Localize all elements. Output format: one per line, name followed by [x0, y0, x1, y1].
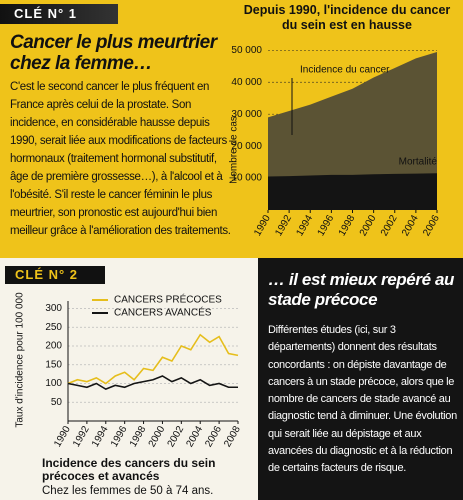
- series-label: Mortalité: [399, 157, 438, 168]
- x-tick-label: 2008: [222, 424, 243, 449]
- chart-title: Incidence des cancers du sein précoces e…: [42, 456, 216, 483]
- chart-panel: [0, 258, 258, 500]
- chart-subtitle: Chez les femmes de 50 à 74 ans.: [42, 485, 214, 497]
- legend-label: CANCERS PRÉCOCES: [114, 293, 222, 306]
- y-axis-label: Taux d'incidence pour 100 000: [15, 292, 26, 428]
- x-tick-label: 1994: [294, 213, 315, 238]
- x-tick-label: 1994: [90, 424, 111, 449]
- x-tick-label: 1990: [252, 213, 273, 238]
- text-panel: [258, 258, 463, 500]
- x-tick-label: 2002: [379, 213, 400, 238]
- x-tick-label: 2000: [358, 213, 379, 238]
- y-tick-label: 100: [45, 378, 62, 389]
- area: [268, 173, 437, 210]
- line: [67, 333, 239, 385]
- x-tick-label: 2004: [400, 213, 421, 238]
- area: [268, 51, 437, 210]
- x-tick-label: 1996: [316, 213, 337, 238]
- x-tick-label: 1998: [337, 213, 358, 238]
- x-tick-label: 2006: [421, 213, 442, 238]
- y-tick-label: 50: [51, 397, 63, 408]
- x-tick-label: 1992: [71, 424, 92, 449]
- line: [67, 375, 238, 391]
- y-tick-label: 200: [45, 341, 62, 352]
- y-tick-label: 20 000: [231, 141, 262, 152]
- heading: … il est mieux repéré au stade précoce: [268, 270, 454, 309]
- legend-label: CANCERS AVANCÉS: [114, 306, 212, 319]
- x-tick-label: 1996: [109, 424, 130, 449]
- y-tick-label: 150: [45, 359, 62, 370]
- series-label: Incidence du cancer: [300, 65, 390, 76]
- chart-title: Depuis 1990, l'incidence du cancer du se…: [243, 3, 451, 32]
- x-tick-label: 1998: [128, 424, 149, 449]
- x-tick-label: 2004: [184, 424, 205, 449]
- key-label: CLÉ N° 2: [5, 266, 105, 284]
- x-tick-label: 2002: [166, 424, 187, 449]
- y-tick-label: 10 000: [231, 173, 262, 184]
- y-tick-label: 300: [45, 303, 62, 314]
- x-tick-label: 1990: [52, 424, 73, 449]
- y-axis-label: Nombre de cas: [229, 116, 240, 184]
- y-tick-label: 40 000: [231, 77, 262, 88]
- y-tick-label: 50 000: [231, 45, 262, 56]
- body-text: C'est le second cancer le plus fréquent …: [10, 81, 231, 237]
- y-tick-label: 30 000: [231, 109, 262, 120]
- x-tick-label: 1992: [273, 213, 294, 238]
- x-tick-label: 2000: [147, 424, 168, 449]
- heading: Cancer le plus meurtrier chez la femme…: [10, 32, 217, 74]
- x-tick-label: 2006: [203, 424, 224, 449]
- key-label: CLÉ N° 1: [0, 4, 118, 24]
- body-text: Différentes études (ici, sur 3 départeme…: [268, 324, 457, 475]
- y-tick-label: 250: [45, 322, 62, 333]
